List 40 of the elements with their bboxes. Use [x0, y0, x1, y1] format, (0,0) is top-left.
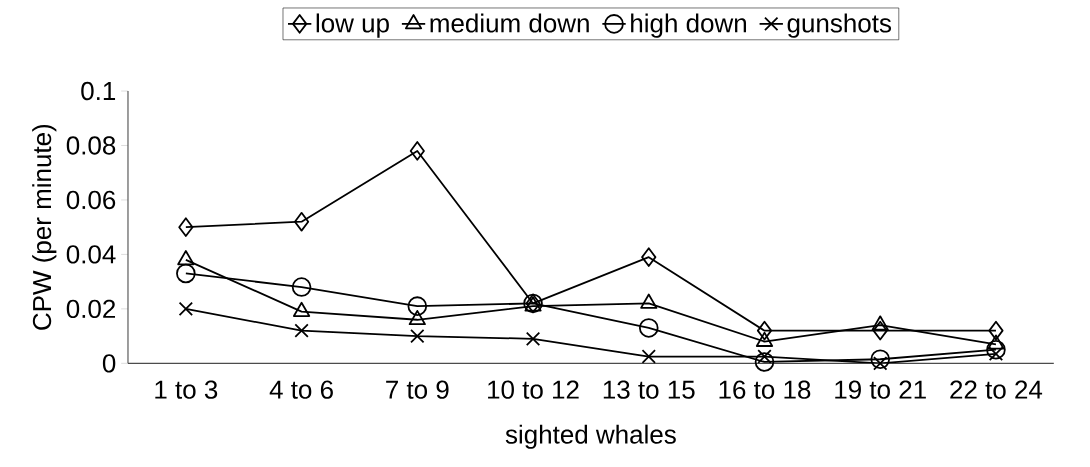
point [870, 349, 890, 369]
point [294, 211, 310, 232]
legend-label: high down [631, 13, 747, 38]
point [988, 346, 1004, 361]
point [525, 331, 541, 346]
point [410, 328, 425, 344]
y-tick-label: 0.08 [66, 136, 116, 155]
y-tick-label: 0.04 [66, 245, 116, 264]
x-axis-title: sighted whales [505, 424, 676, 449]
y-tick-label: 0.06 [66, 190, 116, 210]
y-tick-label: 0.02 [66, 299, 116, 318]
x-tick-label: 22 to 24 [950, 380, 1043, 399]
point [754, 352, 775, 372]
point [872, 320, 888, 341]
point [291, 277, 312, 297]
legend-label: gunshots [787, 13, 892, 38]
point [641, 349, 656, 364]
y-tick-label: 0 [102, 354, 116, 373]
y-tick-label: 0.1 [81, 81, 116, 101]
point [178, 301, 194, 316]
point [409, 141, 425, 161]
x-tick-label: 1 to 3 [155, 380, 218, 399]
point [638, 318, 659, 338]
point [756, 320, 773, 341]
point [988, 320, 1004, 341]
point [176, 263, 196, 284]
legend-label: low up [316, 13, 389, 38]
x-tick-label: 7 to 9 [386, 380, 449, 399]
point [641, 247, 657, 267]
point [178, 217, 194, 237]
x-tick-label: 16 to 18 [719, 380, 811, 399]
x-tick-label: 4 to 6 [269, 380, 333, 399]
x-tick-label: 13 to 15 [603, 380, 695, 399]
x-tick-label: 19 to 21 [835, 380, 926, 399]
point [986, 339, 1006, 360]
x-tick-label: 10 to 12 [488, 380, 579, 399]
y-axis-title: CPW (per minute) [32, 124, 57, 330]
point [407, 296, 428, 316]
legend-label: medium down [430, 13, 589, 33]
point [294, 323, 309, 338]
